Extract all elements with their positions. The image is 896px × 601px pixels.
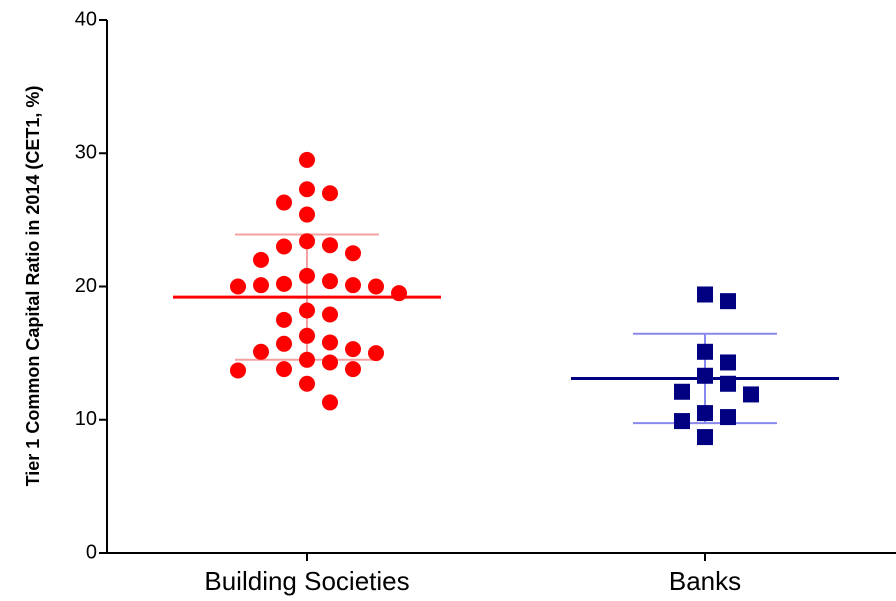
- point: [345, 245, 361, 262]
- point: [674, 383, 690, 400]
- y-tick-label: 40: [75, 8, 97, 30]
- point: [720, 409, 736, 426]
- point: [276, 361, 292, 378]
- point: [276, 311, 292, 328]
- point: [253, 343, 269, 360]
- point: [299, 267, 315, 284]
- point: [299, 375, 315, 392]
- point: [299, 151, 315, 168]
- point: [276, 275, 292, 292]
- point: [276, 194, 292, 211]
- point: [230, 362, 246, 379]
- point: [322, 273, 338, 290]
- point: [322, 354, 338, 371]
- point: [322, 185, 338, 202]
- point: [230, 278, 246, 295]
- point: [368, 278, 384, 295]
- point: [345, 361, 361, 378]
- y-tick-label: 10: [75, 408, 97, 430]
- point: [299, 327, 315, 344]
- point: [299, 351, 315, 368]
- point: [697, 367, 713, 384]
- point: [299, 233, 315, 250]
- point: [368, 345, 384, 362]
- point: [743, 386, 759, 403]
- y-tick-label: 0: [86, 541, 97, 563]
- point: [697, 429, 713, 446]
- point: [345, 277, 361, 294]
- y-tick-label: 20: [75, 275, 97, 297]
- point: [391, 285, 407, 302]
- y-tick-label: 30: [75, 142, 97, 164]
- point: [322, 237, 338, 254]
- point: [697, 405, 713, 422]
- point: [299, 181, 315, 198]
- y-axis-label: Tier 1 Common Capital Ratio in 2014 (CET…: [23, 86, 43, 487]
- point: [720, 293, 736, 310]
- point: [322, 394, 338, 411]
- point: [299, 302, 315, 319]
- point: [322, 334, 338, 351]
- point: [720, 354, 736, 371]
- point: [697, 286, 713, 303]
- point: [299, 206, 315, 223]
- point: [276, 238, 292, 255]
- point: [697, 343, 713, 360]
- point: [345, 341, 361, 358]
- x-tick-label: Banks: [669, 566, 741, 596]
- point: [253, 251, 269, 268]
- point: [674, 413, 690, 430]
- point: [253, 277, 269, 294]
- x-tick-label: Building Societies: [204, 566, 409, 596]
- point: [276, 335, 292, 352]
- point: [322, 306, 338, 323]
